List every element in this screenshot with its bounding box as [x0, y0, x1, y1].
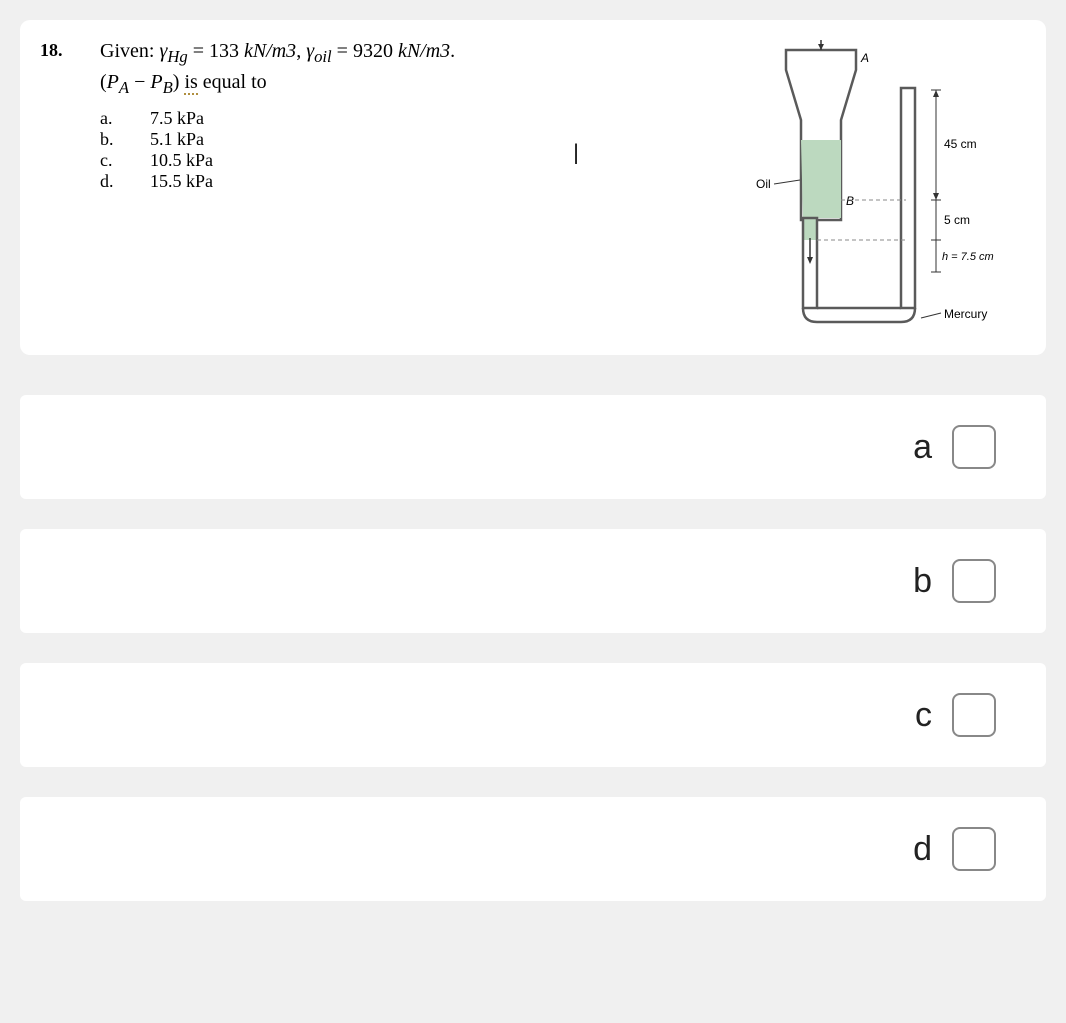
gamma-oil: γoil — [306, 40, 331, 62]
manometer-diagram: A B Oil 45 cm 5 cm h = — [756, 40, 1016, 335]
PB: PB — [150, 71, 172, 93]
oil-fill-tube — [803, 218, 816, 240]
choices-list: a.7.5 kPa b.5.1 kPa c.10.5 kPa d.15.5 kP… — [100, 108, 736, 192]
checkbox-a[interactable] — [952, 425, 996, 469]
given-prefix: Given: — [100, 40, 159, 62]
answer-row-b: b — [20, 529, 1046, 633]
prompt-line-1: Given: γHg = 133 kN/m3, γoil = 9320 kN/m… — [100, 40, 736, 67]
answer-label-c: c — [915, 696, 932, 735]
diagram-svg: A B Oil 45 cm 5 cm h = — [756, 40, 1016, 330]
text-cursor: | — [570, 140, 582, 164]
question-number: 18. — [40, 40, 80, 335]
dim-45cm: 45 cm — [944, 137, 977, 151]
eq1: = 133 — [188, 40, 244, 62]
checkbox-b[interactable] — [952, 559, 996, 603]
choice-a: a.7.5 kPa — [100, 108, 736, 129]
answer-label-d: d — [913, 830, 932, 869]
unit2: kN/m3 — [398, 40, 450, 62]
answer-label-b: b — [913, 562, 932, 601]
answer-row-a: a — [20, 395, 1046, 499]
eq2: = 9320 — [332, 40, 398, 62]
PA: PA — [107, 71, 129, 93]
is-word: is — [184, 71, 197, 95]
label-mercury: Mercury — [944, 307, 987, 321]
dim-h: h = 7.5 cm — [942, 251, 994, 263]
question-text: Given: γHg = 133 kN/m3, γoil = 9320 kN/m… — [100, 40, 736, 335]
dim-5cm: 5 cm — [944, 213, 970, 227]
prompt-line-2: (PA − PB) is equal to — [100, 71, 736, 98]
choice-b: b.5.1 kPa — [100, 129, 736, 150]
checkbox-d[interactable] — [952, 827, 996, 871]
answer-label-a: a — [913, 428, 932, 467]
right-tube — [901, 88, 915, 308]
unit1: kN/m3 — [244, 40, 296, 62]
label-A: A — [860, 51, 869, 65]
oil-fill — [801, 140, 841, 218]
answer-row-d: d — [20, 797, 1046, 901]
gamma-hg: γHg — [159, 40, 187, 62]
checkbox-c[interactable] — [952, 693, 996, 737]
choice-c: c.10.5 kPa — [100, 150, 736, 171]
label-B: B — [846, 194, 854, 208]
u-bend-outer — [803, 308, 915, 322]
label-oil: Oil — [756, 177, 771, 191]
answer-row-c: c — [20, 663, 1046, 767]
choice-d: d.15.5 kPa — [100, 171, 736, 192]
question-card: 18. Given: γHg = 133 kN/m3, γoil = 9320 … — [20, 20, 1046, 355]
